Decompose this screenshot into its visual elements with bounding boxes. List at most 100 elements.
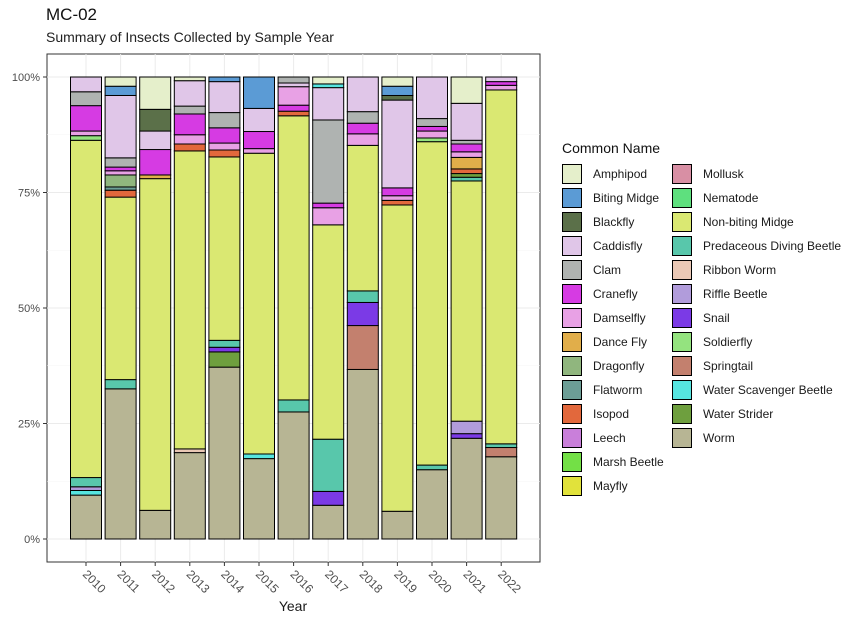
bar-segment-2016-isopod: [277, 110, 310, 117]
legend-item: Soldierfly: [672, 330, 842, 354]
bar-segment-2019-biting-midge: [381, 85, 414, 96]
legend-swatch: [672, 380, 692, 400]
bar-segment-2016-worm: [277, 411, 310, 540]
bar-segment-2014-water-strider: [208, 351, 241, 368]
bar-segment-2011-dragonfly: [104, 174, 137, 188]
legend-item: Snail: [672, 306, 842, 330]
bar-segment-2020-worm: [416, 469, 448, 540]
chart-subtitle: Summary of Insects Collected by Sample Y…: [46, 29, 334, 45]
x-tick-label: 2022: [495, 567, 524, 596]
bar-segment-2017-amphipod: [312, 76, 345, 85]
legend-swatch: [562, 404, 582, 424]
bars-group: [70, 76, 518, 540]
bar-segment-2017-worm: [312, 504, 345, 540]
legend-item: Biting Midge: [562, 186, 672, 210]
legend-label: Dragonfly: [593, 359, 645, 373]
bar-segment-2014-predaceous-diving-beetle: [208, 339, 241, 348]
bar-segment-2015-caddisfly: [243, 107, 275, 133]
bar-segment-2018-snail: [346, 301, 379, 327]
bar-segment-2015-cranefly: [243, 131, 275, 150]
y-tick-label: 75%: [18, 188, 40, 200]
legend-item: Blackfly: [562, 210, 672, 234]
legend-swatch: [562, 236, 582, 256]
bar-segment-2013-cranefly: [173, 113, 206, 136]
legend-label: Ribbon Worm: [703, 263, 777, 277]
bar-segment-2012-blackfly: [139, 108, 172, 132]
legend-item: Nematode: [672, 186, 842, 210]
bar-segment-2012-dance-fly: [139, 174, 172, 180]
bar-segment-2010-damselfly: [70, 130, 102, 137]
bar-segment-2011-biting-midge: [104, 85, 137, 96]
legend-label: Mayfly: [593, 479, 628, 493]
y-tick-label: 0%: [24, 534, 40, 546]
bar-segment-2014-clam: [208, 112, 241, 129]
x-tick-label: 2010: [80, 567, 109, 596]
bar-segment-2014-snail: [208, 346, 241, 353]
bar-segment-2011-predaceous-diving-beetle: [104, 379, 137, 390]
bar-segment-2021-caddisfly: [450, 102, 483, 141]
bar-segment-2017-caddisfly: [312, 87, 345, 121]
bar-segment-2012-non-biting-midge: [139, 178, 172, 511]
bar-segment-2014-worm: [208, 366, 241, 540]
bar-segment-2011-damselfly: [104, 170, 137, 176]
legend-swatch: [562, 332, 582, 352]
legend-swatch: [562, 212, 582, 232]
bar-segment-2022-damselfly: [485, 84, 518, 91]
bar-segment-2017-non-biting-midge: [312, 224, 345, 440]
legend-label: Riffle Beetle: [703, 287, 768, 301]
legend-item: Clam: [562, 258, 672, 282]
bar-segment-2010-riffle-beetle: [70, 486, 102, 491]
bar-segment-2012-cranefly: [139, 149, 172, 176]
bar-segment-2015-biting-midge: [243, 76, 275, 109]
legend-item: Isopod: [562, 402, 672, 426]
bar-segment-2022-cranefly: [485, 81, 518, 86]
legend-item: Damselfly: [562, 306, 672, 330]
legend-swatch: [672, 164, 692, 184]
legend-swatch: [672, 428, 692, 448]
bar-segment-2016-clam: [277, 76, 310, 84]
legend-label: Water Scavenger Beetle: [703, 383, 833, 397]
bar-segment-2021-amphipod: [450, 76, 483, 104]
bar-segment-2020-non-biting-midge: [416, 141, 448, 466]
bar-segment-2019-amphipod: [381, 76, 414, 87]
bar-segment-2019-non-biting-midge: [381, 204, 414, 512]
legend-swatch: [562, 188, 582, 208]
bar-segment-2021-snail: [450, 433, 483, 439]
bar-segment-2020-caddisfly: [416, 76, 448, 120]
legend-item: Dance Fly: [562, 330, 672, 354]
legend-title: Common Name: [562, 140, 661, 156]
bar-segment-2010-water-scavenger-beetle: [70, 489, 102, 496]
bar-segment-2020-damselfly: [416, 130, 448, 139]
legend-item: Water Strider: [672, 402, 842, 426]
bar-segment-2013-ribbon-worm: [173, 448, 206, 454]
bar-segment-2021-worm: [450, 437, 483, 540]
x-tick-label: 2011: [114, 567, 142, 595]
legend-item: Marsh Beetle: [562, 450, 672, 474]
bar-segment-2020-predaceous-diving-beetle: [416, 464, 448, 471]
bar-segment-2018-worm: [346, 368, 379, 540]
legend-label: Mollusk: [703, 167, 744, 181]
bar-segment-2022-caddisfly: [485, 76, 518, 83]
legend-swatch: [672, 260, 692, 280]
x-axis: 2010 2011 2012 2013 2014 2015 2016 2017 2018 2019…: [80, 562, 524, 596]
bar-segment-2012-caddisfly: [139, 130, 172, 151]
bar-segment-2021-riffle-beetle: [450, 420, 483, 435]
bar-segment-2017-clam: [312, 119, 345, 204]
legend-label: Biting Midge: [593, 191, 660, 205]
bar-segment-2022-non-biting-midge: [485, 89, 518, 445]
x-tick-label: 2018: [357, 567, 386, 596]
bar-segment-2021-clam: [450, 139, 483, 145]
legend-swatch: [672, 404, 692, 424]
x-axis-title: Year: [279, 598, 308, 614]
bar-segment-2020-cranefly: [416, 125, 448, 132]
legend-label: Blackfly: [593, 215, 635, 229]
legend-swatch: [562, 452, 582, 472]
legend-item: Amphipod: [562, 162, 672, 186]
legend-item: Water Scavenger Beetle: [672, 378, 842, 402]
legend-swatch: [672, 284, 692, 304]
bar-segment-2015-water-scavenger-beetle: [243, 453, 275, 460]
bar-segment-2017-snail: [312, 490, 345, 506]
legend-swatch: [562, 308, 582, 328]
bar-segment-2016-predaceous-diving-beetle: [277, 399, 310, 413]
